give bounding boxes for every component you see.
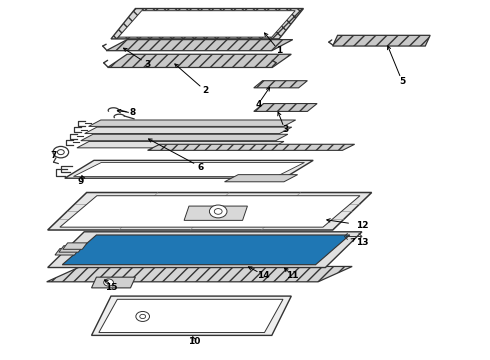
Polygon shape xyxy=(48,193,372,230)
Polygon shape xyxy=(99,299,283,333)
Polygon shape xyxy=(118,11,295,37)
Text: 7: 7 xyxy=(50,151,57,160)
Polygon shape xyxy=(48,232,362,267)
Circle shape xyxy=(136,311,149,321)
Circle shape xyxy=(209,205,227,218)
Polygon shape xyxy=(89,120,295,126)
Text: 3: 3 xyxy=(145,60,151,69)
Polygon shape xyxy=(111,9,303,39)
Polygon shape xyxy=(106,40,293,51)
Circle shape xyxy=(214,208,222,214)
Text: 15: 15 xyxy=(105,283,117,292)
Circle shape xyxy=(57,150,64,155)
Text: 8: 8 xyxy=(130,108,136,117)
Polygon shape xyxy=(74,162,304,176)
Text: 11: 11 xyxy=(287,271,299,280)
Polygon shape xyxy=(92,296,291,336)
Text: 1: 1 xyxy=(276,46,282,55)
Polygon shape xyxy=(47,266,352,282)
Polygon shape xyxy=(184,206,247,220)
Polygon shape xyxy=(254,81,307,88)
Polygon shape xyxy=(108,54,291,67)
Polygon shape xyxy=(65,160,313,178)
Circle shape xyxy=(104,279,114,286)
Text: 2: 2 xyxy=(202,86,208,95)
Polygon shape xyxy=(63,243,87,249)
Text: 10: 10 xyxy=(188,337,200,346)
Polygon shape xyxy=(59,246,83,252)
Text: 9: 9 xyxy=(77,177,84,186)
Text: 4: 4 xyxy=(255,100,262,109)
Text: 5: 5 xyxy=(399,77,406,86)
Polygon shape xyxy=(224,175,297,182)
Text: 14: 14 xyxy=(257,271,270,280)
Polygon shape xyxy=(81,134,288,141)
Text: 13: 13 xyxy=(356,238,368,247)
Circle shape xyxy=(53,147,69,158)
Polygon shape xyxy=(55,249,79,255)
Polygon shape xyxy=(60,196,360,227)
Polygon shape xyxy=(92,277,135,288)
Polygon shape xyxy=(62,235,350,265)
Circle shape xyxy=(140,314,146,319)
Text: 6: 6 xyxy=(197,163,203,172)
Polygon shape xyxy=(147,144,355,150)
Polygon shape xyxy=(254,104,317,111)
Polygon shape xyxy=(85,127,292,134)
Text: 3: 3 xyxy=(282,126,289,135)
Text: 12: 12 xyxy=(356,221,368,230)
Polygon shape xyxy=(333,35,430,46)
Polygon shape xyxy=(77,141,284,148)
